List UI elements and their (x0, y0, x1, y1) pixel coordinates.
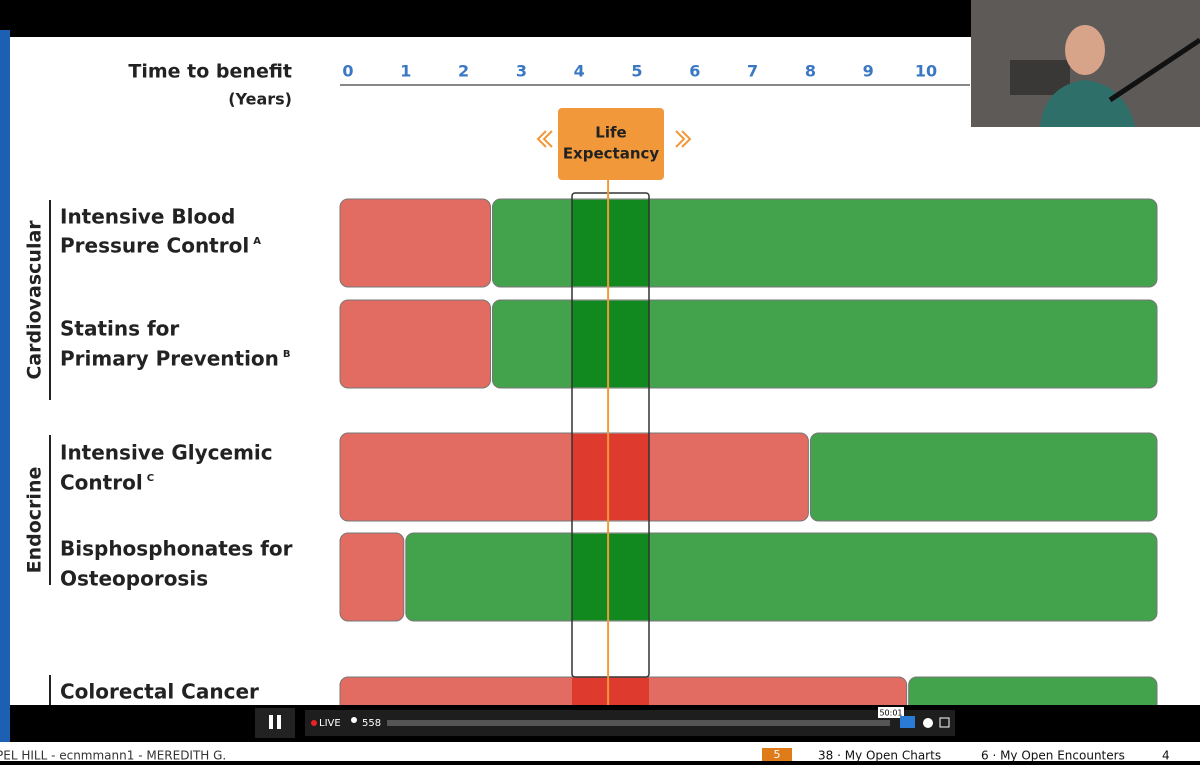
life-expectancy-label: Expectancy (563, 145, 660, 163)
taskbar: PEL HILL - ecnmmann1 - MEREDITH G. 5 38 … (0, 742, 1200, 763)
mail-count[interactable]: 4 (1162, 749, 1170, 763)
open-encounters[interactable]: 6 · My Open Encounters (981, 749, 1125, 763)
time-tooltip (878, 707, 904, 718)
webcam (971, 0, 1200, 127)
tick-label: 1 (400, 62, 411, 81)
chevron-right (675, 130, 692, 148)
life-expectancy-overlap (572, 534, 649, 620)
mic-arm (1108, 37, 1200, 103)
taskbar-user: PEL HILL - ecnmmann1 - MEREDITH G. (0, 749, 226, 762)
settings-button[interactable] (923, 718, 933, 728)
tick-label: 4 (574, 62, 585, 81)
progress-bar[interactable] (387, 720, 890, 726)
live-dot (311, 720, 317, 726)
badge-count: 5 (774, 748, 781, 761)
group-label: Cardiovascular (24, 220, 46, 380)
pause-button[interactable] (255, 708, 295, 738)
time-label: 50:01 (879, 709, 902, 718)
open-charts[interactable]: 38 · My Open Charts (818, 749, 941, 763)
row-note: B (283, 349, 291, 360)
axis-title: Time to benefit (128, 61, 292, 83)
benefit-bar (809, 432, 1158, 522)
shirt (1040, 80, 1135, 127)
row-label: Colorectal Cancer (60, 680, 259, 704)
benefit-lag-bar (339, 532, 405, 622)
left-edge (0, 30, 10, 742)
tick-label: 7 (747, 62, 758, 81)
row-label: Primary Prevention (60, 347, 279, 371)
life-expectancy-overlap (572, 200, 649, 286)
row-label: Pressure Control (60, 234, 249, 258)
row-note: A (253, 236, 261, 247)
row-note: C (147, 473, 154, 484)
row-label: Intensive Glycemic (60, 441, 273, 465)
pause-icon (269, 715, 273, 729)
signal-icon (900, 716, 915, 728)
tick-label: 10 (915, 62, 937, 81)
live-status: LIVE (319, 718, 341, 729)
viewer-icon (351, 717, 357, 723)
benefit-bar (492, 198, 1158, 288)
group-label: Endocrine (24, 467, 46, 574)
viewer-count: 558 (362, 718, 381, 729)
row-label: Statins for (60, 317, 179, 341)
tick-label: 2 (458, 62, 469, 81)
taskbar-background (0, 742, 1200, 761)
chevron-left (536, 130, 553, 148)
row-label: Control (60, 471, 143, 495)
tick-label: 3 (516, 62, 527, 81)
life-expectancy-label: Life (595, 124, 626, 142)
tick-label: 0 (342, 62, 353, 81)
axis-unit: (Years) (228, 90, 292, 109)
benefit-lag-bar (339, 299, 491, 389)
fullscreen-button[interactable] (939, 717, 950, 728)
badge-box[interactable] (762, 748, 792, 761)
highlight-window (571, 192, 650, 678)
benefit-lag-bar (339, 198, 491, 288)
row-label: Intensive Blood (60, 205, 235, 229)
tick-label: 5 (631, 62, 642, 81)
benefit-bar (492, 299, 1158, 389)
row-label: Bisphosphonates for (60, 537, 293, 561)
benefit-bar (405, 532, 1158, 622)
tick-label: 6 (689, 62, 700, 81)
face (1065, 25, 1105, 75)
tick-label: 8 (805, 62, 816, 81)
life-expectancy-overlap (572, 301, 649, 387)
tick-label: 9 (863, 62, 874, 81)
row-label: Osteoporosis (60, 567, 208, 591)
player-bar: LIVE 558 50:01 (10, 705, 1200, 742)
pause-icon (277, 715, 281, 729)
life-expectancy-overlap (572, 434, 649, 520)
life-expectancy-box (558, 108, 664, 180)
